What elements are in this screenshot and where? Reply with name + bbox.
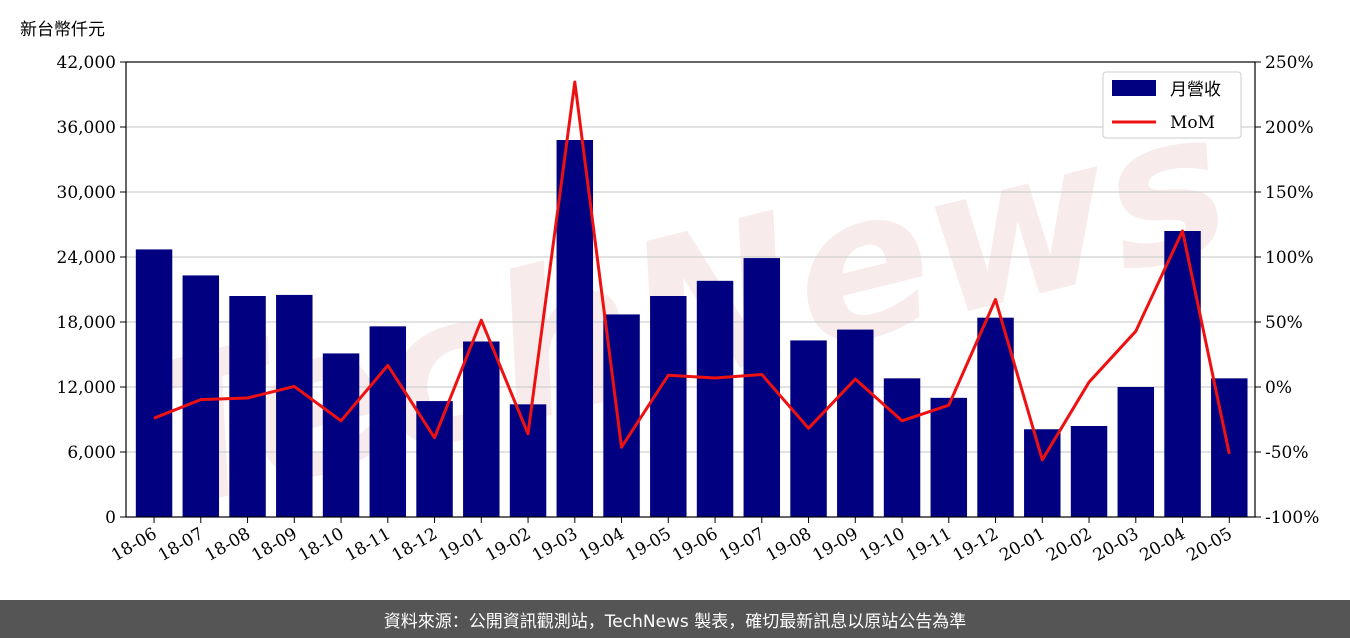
x-tick-label: 19-01 (435, 524, 487, 566)
x-tick-label: 20-03 (1090, 524, 1142, 566)
revenue-bar (229, 296, 266, 517)
y-unit-label: 新台幣仟元 (20, 20, 105, 40)
x-tick-label: 20-01 (996, 524, 1048, 566)
legend: 月營收 MoM (1102, 71, 1242, 139)
y-tick-label: 18,000 (57, 313, 116, 333)
x-tick-label: 19-02 (482, 524, 534, 566)
x-tick-label: 20-02 (1043, 524, 1095, 566)
x-tick-label: 18-12 (389, 524, 441, 566)
x-tick-label: 19-09 (809, 524, 861, 566)
revenue-bar (696, 280, 734, 517)
revenue-bar (1164, 231, 1201, 517)
revenue-bar (556, 140, 594, 517)
revenue-bar (977, 317, 1014, 517)
revenue-bar (883, 378, 921, 517)
revenue-bar (1070, 426, 1108, 517)
revenue-bar (837, 329, 874, 517)
revenue-bar (650, 296, 687, 517)
x-tick-label: 19-06 (669, 524, 721, 566)
x-tick-label: 18-06 (108, 524, 160, 566)
grid-lines (126, 126, 1255, 453)
x-tick-label: 20-05 (1183, 524, 1235, 566)
revenue-bar (182, 275, 220, 517)
x-tick-label: 19-05 (622, 524, 674, 566)
y-tick-label: 30,000 (57, 183, 116, 203)
revenue-bar (1024, 429, 1061, 517)
revenue-bar (509, 404, 547, 517)
y2-tick-label: 200% (1265, 118, 1314, 138)
revenue-bar (135, 249, 173, 517)
y-tick-label: 12,000 (57, 378, 116, 398)
x-tick-label: 18-10 (295, 524, 347, 566)
y2-tick-label: 0% (1265, 378, 1292, 398)
x-tick-label: 19-04 (576, 524, 628, 566)
y-tick-label: 0 (105, 508, 116, 528)
bar-series (135, 140, 1248, 517)
x-tick-label: 19-08 (763, 524, 815, 566)
x-tick-label: 19-03 (529, 524, 581, 566)
y-tick-label: 42,000 (57, 53, 116, 73)
legend-bar-swatch (1112, 80, 1156, 96)
y-tick-label: 24,000 (57, 248, 116, 268)
plot-frame (125, 61, 1256, 518)
chart-area: TechNews 0-100%6,000-50%12,0000%18,00050… (20, 20, 1319, 566)
x-tick-label: 19-12 (950, 524, 1002, 566)
revenue-bar (1117, 387, 1155, 517)
x-tick-label: 19-11 (903, 524, 955, 566)
y2-tick-label: 100% (1265, 248, 1314, 268)
x-tick-label: 19-10 (856, 524, 908, 566)
revenue-bar (322, 353, 360, 517)
y2-tick-label: -100% (1265, 508, 1319, 528)
x-tick-label: 20-04 (1137, 524, 1189, 566)
y-tick-label: 6,000 (67, 443, 116, 463)
revenue-bar (463, 341, 500, 517)
revenue-bar (369, 326, 407, 517)
mom-line (153, 80, 1231, 462)
revenue-bar (276, 294, 313, 517)
y2-tick-label: 150% (1265, 183, 1314, 203)
legend-label-revenue: 月營收 (1170, 80, 1221, 100)
y-tick-label: 36,000 (57, 118, 116, 138)
x-tick-label: 18-11 (342, 524, 394, 566)
x-tick-label: 19-07 (716, 524, 768, 566)
y2-tick-label: 50% (1265, 313, 1303, 333)
y2-tick-label: -50% (1265, 443, 1309, 463)
revenue-bar (930, 397, 968, 517)
source-footer: 資料來源：公開資訊觀測站，TechNews 製表，確切最新訊息以原站公告為準 (0, 600, 1350, 638)
y2-tick-label: 250% (1265, 53, 1314, 73)
mom-line-series (153, 80, 1231, 462)
legend-label-mom: MoM (1170, 113, 1215, 133)
